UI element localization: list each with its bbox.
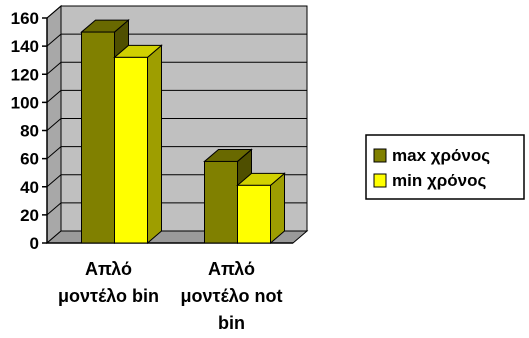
legend-label: min χρόνος: [392, 171, 486, 190]
x-category-label: μοντέλο bin: [58, 286, 159, 306]
bar-side: [147, 44, 162, 245]
y-tick-label: 20: [20, 206, 39, 225]
y-axis-ticks: 0 20 40 60 80 100 120 140 160: [11, 9, 47, 253]
legend: max χρόνος min χρόνος: [365, 134, 525, 200]
bar: [81, 31, 115, 244]
x-category-label: Απλό: [208, 259, 255, 279]
y-tick-label: 140: [11, 37, 39, 56]
legend-label: max χρόνος: [392, 146, 490, 165]
y-tick-label: 0: [30, 234, 39, 253]
y-tick-label: 40: [20, 178, 39, 197]
x-category-label: μοντέλο not: [181, 286, 283, 306]
bar: [237, 184, 271, 244]
gridline: [46, 118, 307, 131]
x-category-label: bin: [218, 313, 245, 333]
x-category-label: Απλό: [85, 259, 132, 279]
y-tick-label: 100: [11, 93, 39, 112]
y-tick-label: 80: [20, 122, 39, 141]
gridline: [46, 146, 307, 160]
legend-swatch: [373, 173, 387, 188]
y-tick-label: 160: [11, 9, 39, 28]
gridline: [46, 61, 307, 75]
legend-box: [365, 134, 525, 200]
bar: [204, 160, 238, 244]
gridline: [46, 89, 307, 103]
y-tick-label: 120: [11, 65, 39, 84]
legend-swatch: [373, 148, 387, 163]
y-tick-label: 60: [20, 150, 39, 169]
gridline: [46, 5, 307, 19]
bars: [80, 18, 286, 245]
bar: [114, 56, 148, 244]
x-axis-labels: Απλό μοντέλο bin Απλό μοντέλο not bin: [58, 259, 282, 333]
gridline: [46, 33, 307, 47]
